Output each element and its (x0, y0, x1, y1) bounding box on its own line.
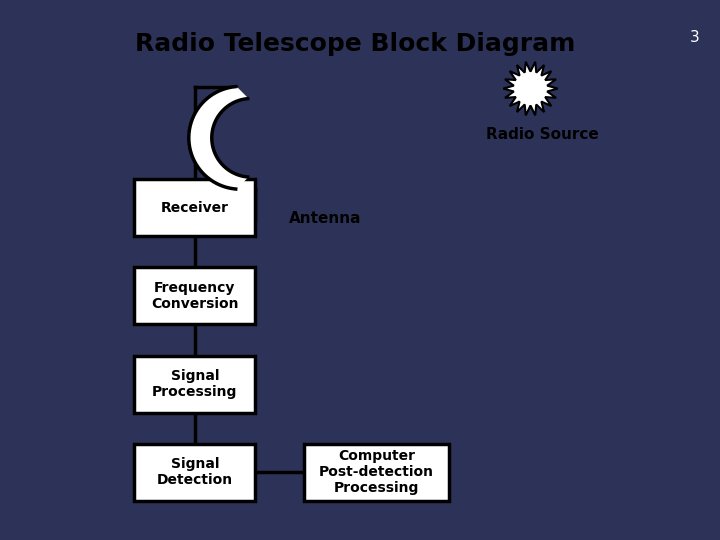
Text: Radio Source: Radio Source (486, 127, 599, 143)
FancyBboxPatch shape (135, 179, 256, 237)
Polygon shape (189, 86, 248, 189)
Polygon shape (503, 62, 558, 116)
FancyBboxPatch shape (135, 355, 256, 413)
Text: Computer
Post-detection
Processing: Computer Post-detection Processing (319, 449, 433, 495)
Text: 3: 3 (690, 30, 700, 45)
Text: Signal
Detection: Signal Detection (157, 457, 233, 487)
FancyBboxPatch shape (135, 444, 256, 501)
Text: Antenna: Antenna (289, 211, 361, 226)
Text: Signal
Processing: Signal Processing (152, 369, 238, 399)
Text: Receiver: Receiver (161, 201, 229, 215)
Text: Frequency
Conversion: Frequency Conversion (151, 281, 238, 311)
Text: Radio Telescope Block Diagram: Radio Telescope Block Diagram (135, 32, 575, 57)
FancyBboxPatch shape (304, 444, 449, 501)
FancyBboxPatch shape (135, 267, 256, 325)
